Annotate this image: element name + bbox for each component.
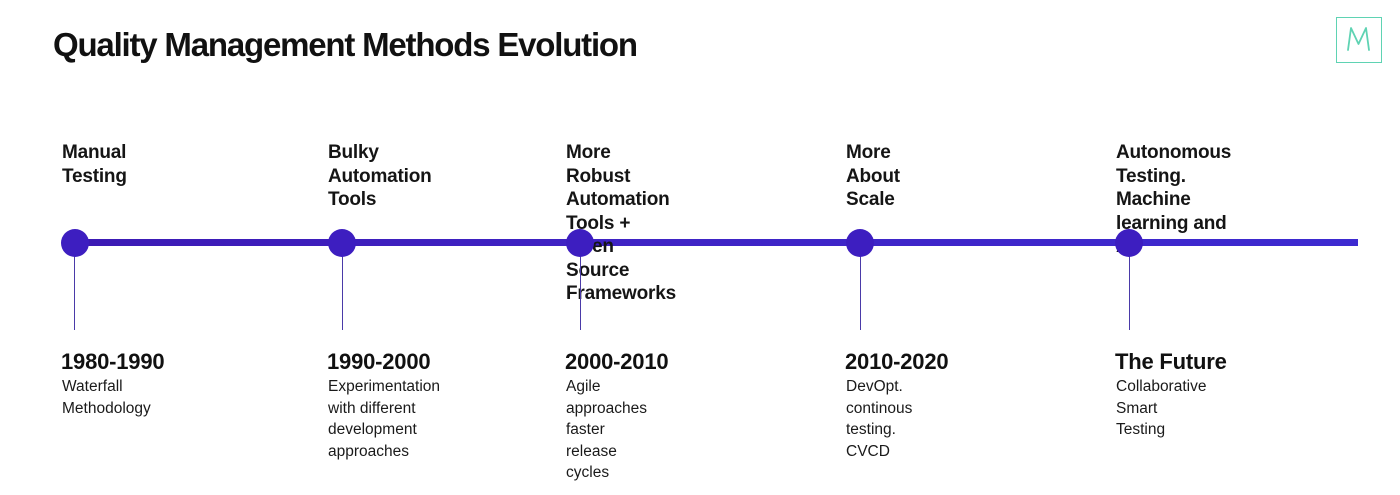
milestone-period: 1990-2000 [327,349,431,374]
brand-logo [1336,17,1382,63]
milestone-stem [1129,243,1130,330]
milestone-period: 2010-2020 [845,349,949,374]
milestone-description: Agile approaches faster release cycles [566,378,648,481]
milestone-event-label: More Robust Automation Tools + Open Sour… [566,142,676,304]
milestone-stem [342,243,343,330]
milestone-event-label: Manual Testing [62,142,127,187]
milestone-dot [328,229,356,257]
milestone-dot [1115,229,1143,257]
milestone-dot [566,229,594,257]
milestone-event-label: Bulky Automation Tools [328,142,432,210]
milestone-dot [61,229,89,257]
timeline-track [75,239,1358,246]
milestone-stem [860,243,861,330]
milestone-stem [580,243,581,330]
logo-m-icon [1347,27,1370,51]
milestone-description: Waterfall Methodology [62,378,151,417]
milestone-period: 1980-1990 [61,349,165,374]
milestone-stem [74,243,75,330]
page-title: Quality Management Methods Evolution [53,26,638,63]
milestone-description: Experimentation with different developme… [328,378,441,460]
milestone-period: 2000-2010 [565,349,669,374]
milestone-description: DevOpt. continous testing. CVCD [846,378,913,460]
milestone-description: Collaborative Smart Testing [1116,378,1207,438]
milestone-dot [846,229,874,257]
milestone-event-label: More About Scale [846,142,900,210]
milestone-period: The Future [1115,349,1227,374]
